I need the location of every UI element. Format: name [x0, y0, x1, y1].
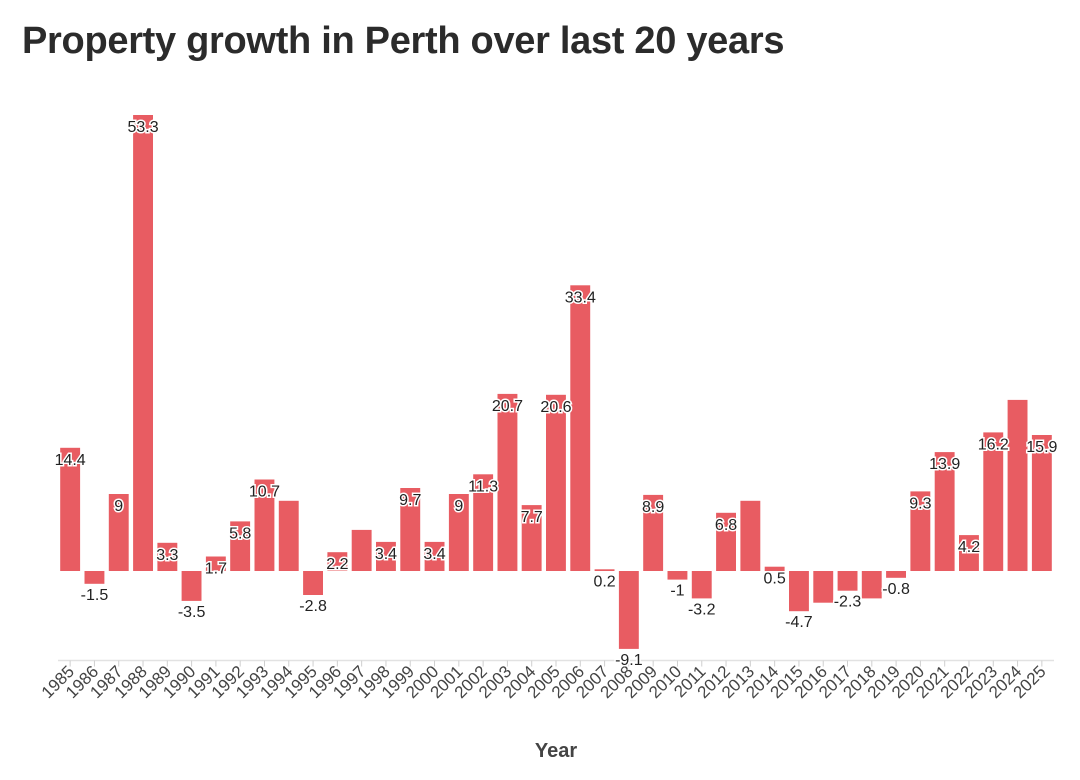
chart-title: Property growth in Perth over last 20 ye…: [22, 20, 785, 62]
data-label: -1.5: [81, 587, 109, 604]
data-label: 9.3: [909, 495, 931, 512]
data-label: 3.3: [156, 547, 178, 564]
x-axis-label: Year: [535, 740, 577, 762]
bar-2000: [424, 541, 445, 571]
bar-2010: [667, 571, 688, 580]
bar-1986: [84, 571, 105, 584]
data-label: 6.8: [715, 517, 737, 534]
bar-2025: [1031, 435, 1052, 571]
bar-2006: [570, 285, 591, 571]
data-label: 33.4: [565, 289, 596, 306]
bar-1996: [327, 552, 348, 571]
bar-1993: [254, 479, 275, 571]
bar-2002: [473, 474, 494, 571]
bar-2008: [618, 571, 639, 649]
bar-1995: [303, 571, 323, 595]
data-label: 0.5: [764, 571, 786, 588]
bar-2007: [594, 569, 615, 571]
bar-2018: [861, 571, 882, 599]
data-label: 9: [114, 498, 123, 515]
data-label: 7.7: [521, 509, 543, 526]
data-label: 0.2: [593, 573, 615, 590]
bar-1998: [376, 541, 396, 571]
data-label: -4.7: [785, 614, 813, 631]
bar-1985: [60, 447, 81, 571]
bar-1987: [108, 494, 129, 571]
bar-2014: [764, 566, 785, 571]
bar-1989: [157, 542, 178, 571]
data-label: 9: [454, 498, 463, 515]
data-label: -0.8: [882, 581, 910, 598]
bar-2015: [789, 571, 809, 612]
bar-2003: [497, 393, 518, 571]
bar-1992: [230, 521, 251, 571]
bars-group: [60, 115, 1052, 649]
bar-2011: [691, 571, 712, 599]
bar-1994: [278, 500, 299, 571]
data-label: -2.3: [834, 594, 862, 611]
data-label: 10.7: [249, 484, 280, 501]
data-label: 14.4: [55, 452, 86, 469]
bar-2021: [934, 452, 955, 571]
x-ticks-group: 1985198619871988198919901991199219931994…: [38, 660, 1050, 702]
data-label: 20.7: [492, 398, 523, 415]
data-labels-group: 14.4 -1.5 9 53.3 3.3 -3.5 1.7 5.8 10.7 -2.8 2.2 3.4…: [53, 118, 1059, 671]
data-label: -9.1: [615, 652, 643, 669]
data-label: 15.9: [1026, 439, 1057, 456]
data-label: -3.5: [178, 604, 206, 621]
data-label: 3.4: [375, 546, 397, 563]
data-label: -1: [670, 583, 684, 600]
bar-2005: [546, 394, 566, 571]
bar-2004: [521, 505, 542, 571]
bar-2024: [1007, 399, 1028, 571]
bar-2019: [886, 571, 906, 578]
data-label: 3.4: [423, 546, 445, 563]
data-label: 13.9: [929, 456, 960, 473]
bar-2013: [740, 500, 761, 571]
bar-1990: [181, 571, 202, 601]
bar-2022: [959, 535, 979, 571]
data-label: 16.2: [978, 436, 1009, 453]
bar-1999: [400, 488, 421, 571]
bar-2023: [983, 432, 1004, 571]
data-label: 9.7: [399, 492, 421, 509]
bar-2012: [716, 512, 736, 571]
bar-1991: [205, 556, 226, 571]
data-label: 1.7: [205, 561, 227, 578]
bar-2016: [813, 571, 834, 603]
bar-2020: [910, 491, 931, 571]
bar-2017: [837, 571, 858, 591]
data-label: 8.9: [642, 499, 664, 516]
data-label: -3.2: [688, 601, 716, 618]
data-label: 20.6: [540, 399, 571, 416]
data-label: 2.2: [326, 556, 348, 573]
bar-2001: [448, 494, 469, 571]
data-label: 53.3: [127, 119, 158, 136]
data-label: -2.8: [299, 598, 327, 615]
data-label: 11.3: [468, 478, 498, 495]
bar-2009: [643, 494, 664, 571]
data-label: 5.8: [229, 525, 251, 542]
data-label: 4.2: [958, 539, 980, 556]
bar-1988: [133, 115, 153, 571]
bar-1997: [351, 529, 372, 571]
